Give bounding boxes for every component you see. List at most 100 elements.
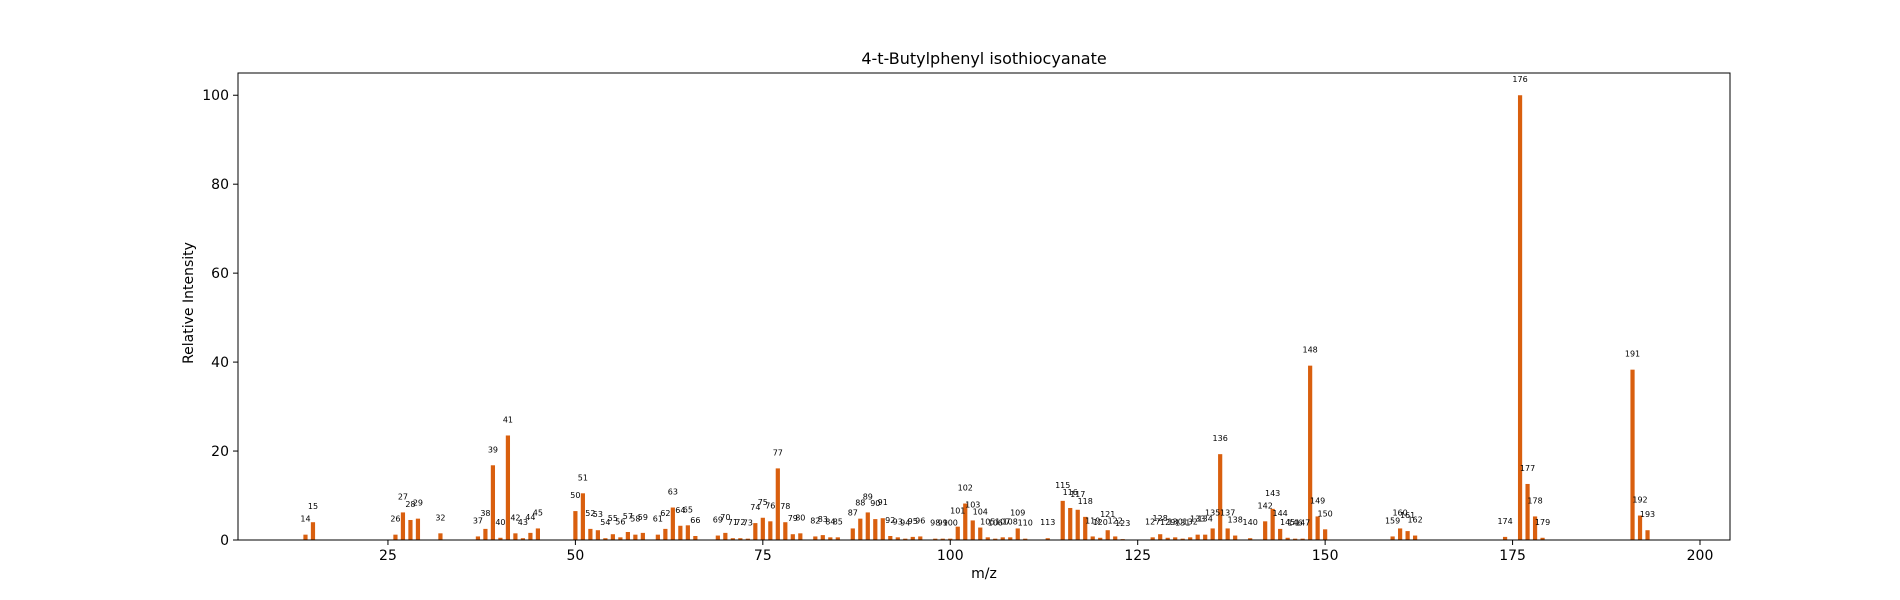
- bar-mz-87: [850, 528, 855, 540]
- peak-label-mz-55: 55: [608, 514, 618, 523]
- bar-mz-113: [1045, 538, 1050, 540]
- bar-mz-104: [978, 527, 983, 540]
- bar-mz-193: [1645, 530, 1650, 540]
- peak-label-mz-102: 102: [958, 484, 973, 493]
- bar-mz-145: [1285, 537, 1290, 540]
- peak-label-mz-88: 88: [855, 499, 865, 508]
- bar-mz-62: [663, 528, 668, 540]
- peak-label-mz-77: 77: [773, 448, 783, 457]
- y-tick-label-60: 60: [211, 266, 229, 282]
- peak-label-mz-138: 138: [1228, 516, 1243, 525]
- peak-label-mz-15: 15: [308, 502, 318, 511]
- peak-label-mz-32: 32: [435, 513, 445, 522]
- peak-label-mz-119: 119: [1085, 516, 1100, 525]
- peak-label-mz-136: 136: [1213, 434, 1228, 443]
- y-tick-label-40: 40: [211, 355, 229, 371]
- peak-label-mz-192: 192: [1632, 496, 1647, 505]
- bar-mz-147: [1300, 538, 1305, 540]
- peak-label-mz-117: 117: [1070, 490, 1085, 499]
- peak-label-mz-64: 64: [675, 506, 685, 515]
- bar-mz-91: [880, 518, 885, 540]
- peak-label-mz-29: 29: [413, 499, 423, 508]
- peak-label-mz-130: 130: [1168, 517, 1183, 526]
- peak-label-mz-83: 83: [818, 515, 828, 524]
- plot-frame: [237, 72, 1731, 541]
- bar-mz-92: [888, 536, 893, 540]
- bar-mz-27: [400, 512, 406, 540]
- peak-label-mz-105: 105: [980, 517, 995, 526]
- peak-label-mz-133: 133: [1190, 515, 1205, 524]
- bar-mz-66: [693, 536, 698, 540]
- bar-mz-120: [1098, 537, 1103, 540]
- peak-label-mz-179: 179: [1535, 518, 1550, 527]
- x-tick-label-150: 150: [1312, 548, 1339, 564]
- peak-label-mz-132: 132: [1183, 517, 1198, 526]
- peak-label-mz-162: 162: [1407, 516, 1422, 525]
- peak-label-mz-109: 109: [1010, 508, 1025, 517]
- peak-label-mz-107: 107: [995, 517, 1010, 526]
- peak-label-mz-63: 63: [668, 488, 678, 497]
- bar-mz-142: [1263, 521, 1268, 540]
- bar-mz-179: [1540, 537, 1545, 540]
- bar-mz-73: [745, 538, 750, 540]
- peak-label-mz-137: 137: [1220, 508, 1235, 517]
- bar-mz-178: [1532, 516, 1538, 540]
- bar-mz-99: [940, 538, 945, 540]
- bar-mz-192: [1637, 515, 1643, 540]
- x-tick-label-100: 100: [937, 548, 964, 564]
- bar-mz-57: [625, 531, 630, 540]
- bar-mz-84: [828, 537, 833, 540]
- bar-mz-41: [505, 435, 511, 540]
- bar-mz-63: [670, 507, 675, 540]
- peak-label-mz-148: 148: [1302, 346, 1317, 355]
- bar-mz-45: [535, 528, 540, 540]
- peak-label-mz-38: 38: [480, 509, 490, 518]
- bar-mz-64: [678, 525, 683, 540]
- bar-mz-89: [865, 512, 870, 540]
- peak-label-mz-100: 100: [943, 519, 958, 528]
- peak-label-mz-78: 78: [780, 502, 790, 511]
- bar-mz-191: [1630, 369, 1635, 540]
- bar-mz-136: [1218, 454, 1223, 540]
- bar-mz-109: [1015, 528, 1020, 540]
- peak-label-mz-131: 131: [1175, 519, 1190, 528]
- peak-label-mz-123: 123: [1115, 519, 1130, 528]
- peak-label-mz-72: 72: [735, 518, 745, 527]
- peak-label-mz-147: 147: [1295, 519, 1310, 528]
- peak-label-mz-116: 116: [1063, 488, 1078, 497]
- peak-label-mz-104: 104: [973, 508, 988, 517]
- peak-label-mz-128: 128: [1153, 514, 1168, 523]
- bar-mz-115: [1060, 500, 1065, 540]
- peak-label-mz-27: 27: [398, 492, 408, 501]
- peak-label-mz-161: 161: [1400, 511, 1415, 520]
- peak-label-mz-146: 146: [1288, 519, 1303, 528]
- bar-mz-143: [1270, 508, 1275, 540]
- peak-label-mz-65: 65: [683, 505, 693, 514]
- bar-mz-77: [775, 468, 780, 540]
- peak-label-mz-98: 98: [930, 519, 940, 528]
- peak-label-mz-93: 93: [893, 517, 903, 526]
- bar-mz-43: [520, 538, 525, 540]
- bar-mz-135: [1210, 528, 1215, 540]
- peak-label-mz-118: 118: [1078, 497, 1093, 506]
- peak-label-mz-174: 174: [1497, 517, 1512, 526]
- bar-mz-122: [1113, 536, 1118, 540]
- bar-mz-52: [588, 528, 593, 540]
- peak-label-mz-52: 52: [585, 509, 595, 518]
- bar-mz-127: [1150, 537, 1155, 540]
- peak-label-mz-85: 85: [833, 517, 843, 526]
- bar-mz-51: [580, 493, 585, 540]
- bar-mz-74: [753, 523, 758, 540]
- peak-label-mz-43: 43: [518, 518, 528, 527]
- bar-mz-176: [1517, 95, 1523, 541]
- bar-mz-59: [640, 532, 645, 540]
- bar-mz-79: [790, 534, 795, 540]
- peak-label-mz-14: 14: [300, 515, 310, 524]
- bar-mz-137: [1225, 528, 1230, 540]
- peak-label-mz-71: 71: [728, 518, 738, 527]
- peak-label-mz-115: 115: [1055, 481, 1070, 490]
- peak-label-mz-39: 39: [488, 445, 498, 454]
- peak-label-mz-76: 76: [765, 501, 775, 510]
- x-tick-label-25: 25: [379, 548, 397, 564]
